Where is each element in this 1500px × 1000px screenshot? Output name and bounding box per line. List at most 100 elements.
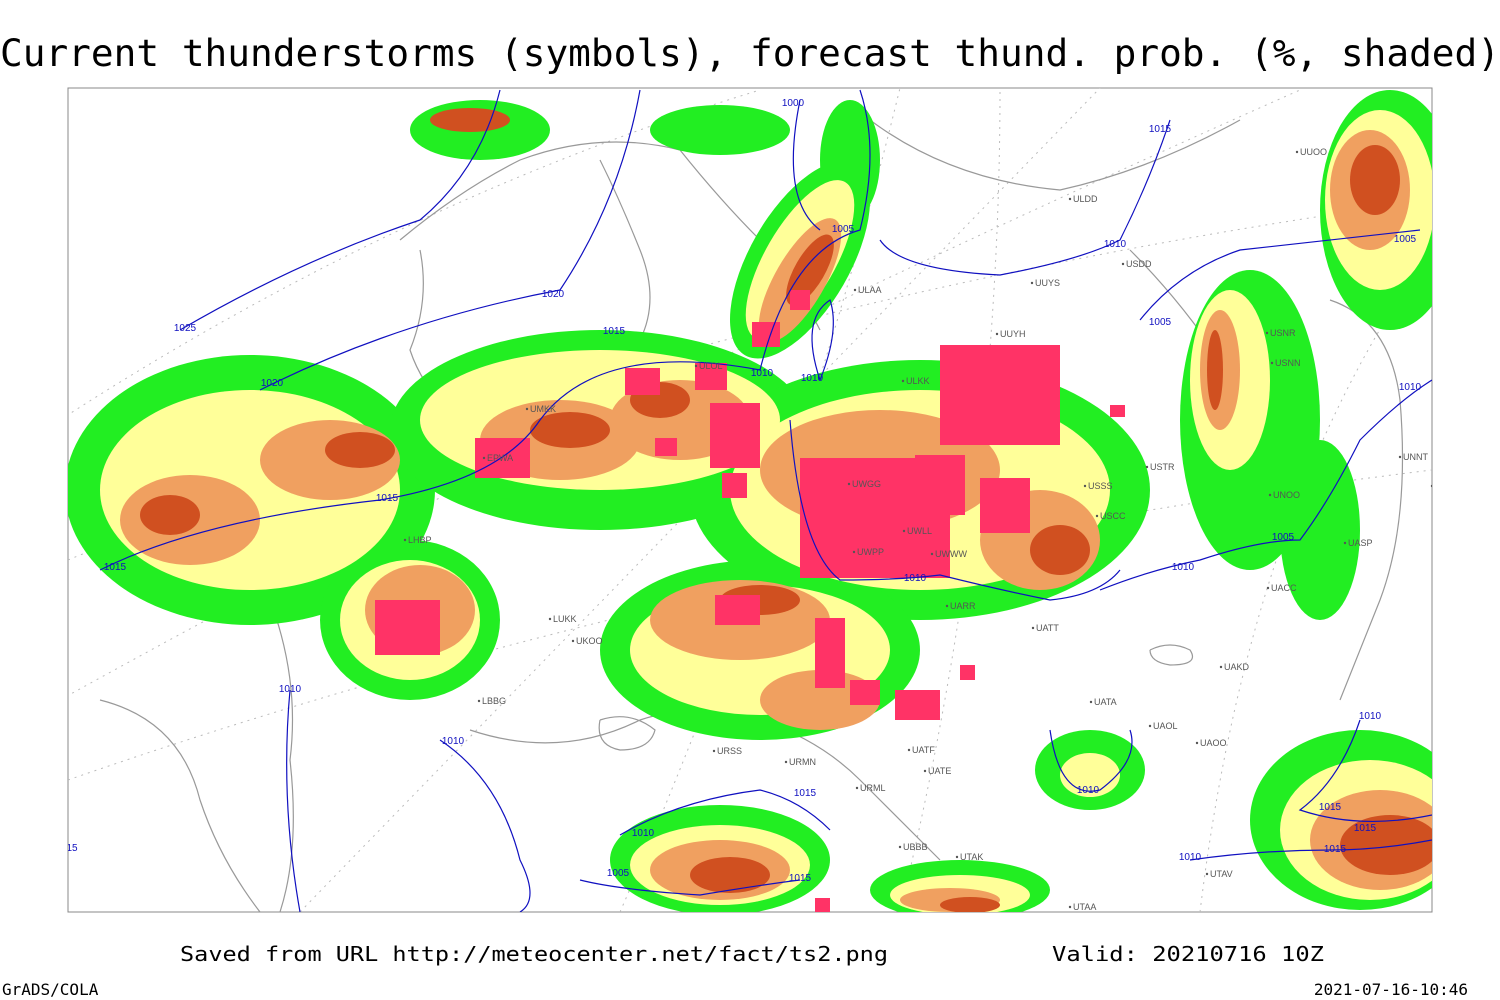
isobar-label: 1020: [261, 378, 284, 389]
isobar-label: 15: [66, 843, 78, 854]
station-label: ULKK: [906, 376, 930, 386]
isobar-label: 1015: [794, 788, 817, 799]
isobar-label: 1010: [632, 828, 655, 839]
station-dot: [525, 407, 529, 411]
credit: GrADS/COLA: [2, 980, 99, 999]
station-label: UWLL: [907, 526, 932, 536]
station-dot: [853, 288, 857, 292]
station-dot: [847, 482, 851, 486]
station-dot: [945, 604, 949, 608]
station-label: UNOO: [1273, 490, 1300, 500]
map-frame: 1000 1015 1005 1010 1020 1025 1015 1005 1020 1010…: [66, 87, 1460, 913]
isobar-label: 1010: [1077, 785, 1100, 796]
station-label: UARR: [950, 601, 976, 611]
isobar-label: 1000: [782, 98, 805, 109]
station-dot: [852, 550, 856, 554]
isobar-label: 1005: [1149, 317, 1172, 328]
station-label: UAOO: [1200, 738, 1227, 748]
station-dot: [855, 786, 859, 790]
station-label: ULAA: [858, 285, 882, 295]
isobar-label: 1015: [1354, 823, 1377, 834]
station-dot: [403, 538, 407, 542]
station-label: USSS: [1088, 481, 1113, 491]
station-label: UMKK: [530, 404, 556, 414]
isobar-label: 1010: [1172, 562, 1195, 573]
station-label: URSS: [717, 746, 742, 756]
station-dot: [923, 769, 927, 773]
isobar-label: 1020: [542, 289, 565, 300]
map-title: Current thunderstorms (symbols), forecas…: [0, 32, 1500, 75]
station-label: USNR: [1270, 328, 1296, 338]
isobar-label: 1015: [104, 562, 127, 573]
station-label: UTAA: [1073, 902, 1096, 912]
station-dot: [1265, 331, 1269, 335]
isobar-label: 1010: [1359, 711, 1382, 722]
station-dot: [1266, 586, 1270, 590]
station-dot: [1031, 626, 1035, 630]
station-dot: [1121, 262, 1125, 266]
station-label: USNN: [1275, 358, 1301, 368]
station-dot: [1030, 281, 1034, 285]
isobar-label: 1010: [1179, 852, 1202, 863]
station-dot: [898, 845, 902, 849]
isobar-label: 1010: [279, 684, 302, 695]
station-label: URMN: [789, 757, 816, 767]
station-dot: [1145, 465, 1149, 469]
station-label: EPWA: [487, 453, 513, 463]
station-label: UATE: [928, 766, 951, 776]
station-label: UKOO: [576, 636, 603, 646]
station-dot: [1219, 665, 1223, 669]
station-label: UATT: [1036, 623, 1059, 633]
station-dot: [1068, 905, 1072, 909]
station-label: LBBG: [482, 696, 506, 706]
isobar-label: 1005: [1394, 234, 1417, 245]
station-dot: [482, 456, 486, 460]
station-label: UUYH: [1000, 329, 1026, 339]
isobar-label: 1010: [442, 736, 465, 747]
station-label: UACC: [1271, 583, 1297, 593]
isobar-label: 1005: [832, 224, 855, 235]
station-dot: [1068, 197, 1072, 201]
station-dot: [477, 699, 481, 703]
station-label: LHBP: [408, 535, 432, 545]
thunderstorm-symbols: [375, 290, 1125, 912]
isobar-label: 1025: [174, 323, 197, 334]
isobar-label: 1005: [1272, 532, 1295, 543]
station-label: UNBB: [1435, 481, 1460, 491]
station-dot: [571, 639, 575, 643]
valid-time: Valid: 20210716 10Z: [1052, 942, 1324, 966]
station-dot: [784, 760, 788, 764]
station-dot: [1195, 741, 1199, 745]
isobar-label: 1010: [801, 373, 824, 384]
station-dot: [1089, 700, 1093, 704]
station-label: UTAK: [960, 852, 983, 862]
station-dot: [902, 529, 906, 533]
station-label: USCC: [1100, 511, 1126, 521]
isobar-label: 1010: [1399, 382, 1422, 393]
timestamp: 2021-07-16-10:46: [1314, 980, 1468, 999]
isobar-label: 1005: [607, 868, 630, 879]
station-dot: [1270, 361, 1274, 365]
station-label: USTR: [1150, 462, 1175, 472]
station-label: ULDD: [1073, 194, 1098, 204]
station-dot: [1083, 484, 1087, 488]
station-dot: [901, 379, 905, 383]
station-dot: [1295, 150, 1299, 154]
isobar-label: 1010: [751, 368, 774, 379]
station-label: LUKK: [553, 614, 577, 624]
station-dot: [907, 748, 911, 752]
station-dot: [955, 855, 959, 859]
station-label: UNNT: [1403, 452, 1428, 462]
isobar-label: 1015: [376, 493, 399, 504]
isobar-label: 1015: [1149, 124, 1172, 135]
station-label: UAOL: [1153, 721, 1178, 731]
station-dot: [930, 552, 934, 556]
isobar-label: 1015: [1319, 802, 1342, 813]
station-label: UWPP: [857, 547, 884, 557]
station-label: UWWW: [935, 549, 967, 559]
station-label: URML: [860, 783, 886, 793]
station-label: UTAV: [1210, 869, 1233, 879]
station-dot: [694, 364, 698, 368]
station-label: UAKD: [1224, 662, 1250, 672]
